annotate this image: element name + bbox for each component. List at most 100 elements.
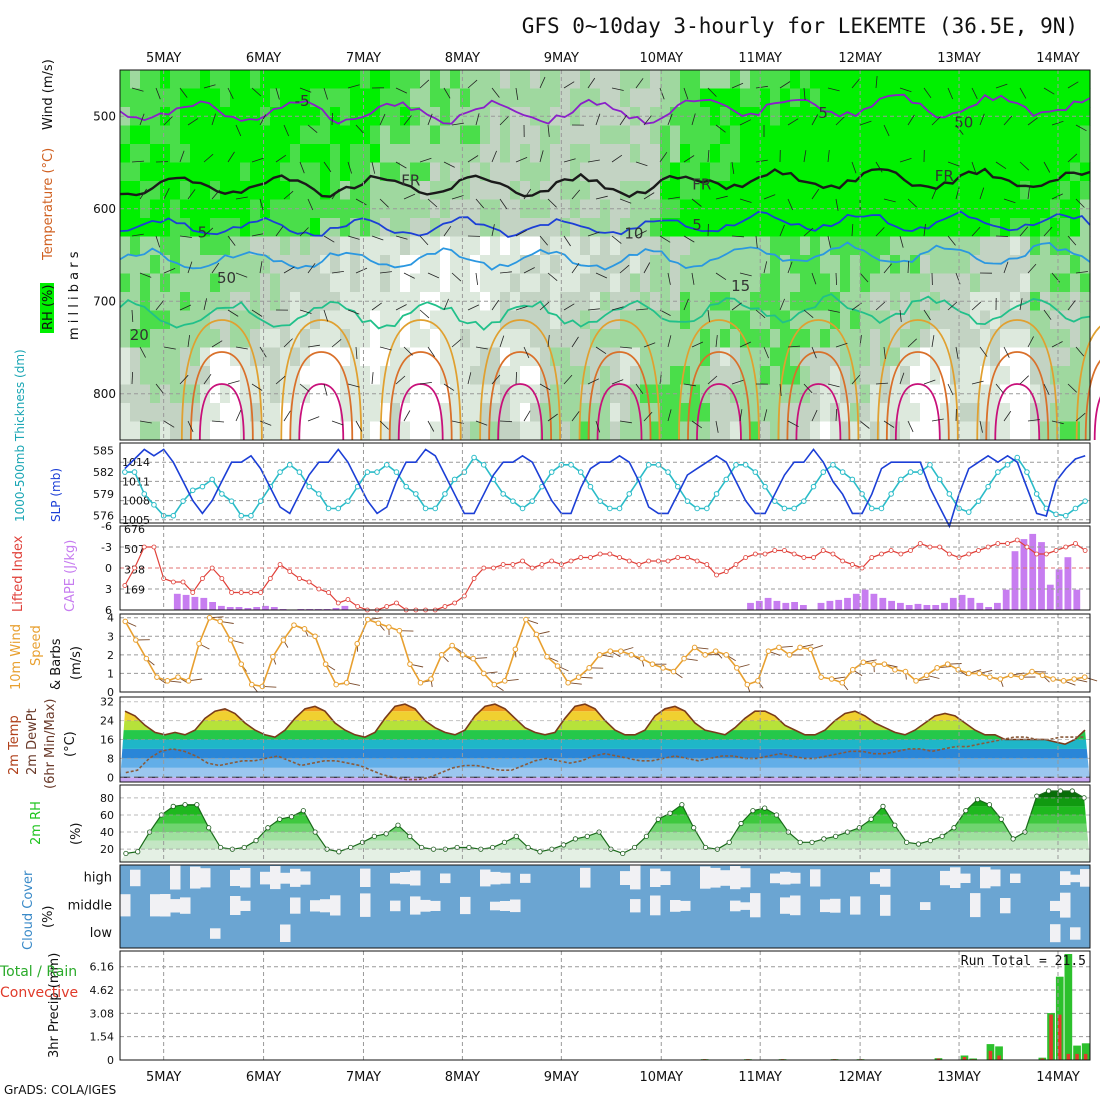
wind-speed-series-point — [523, 616, 529, 623]
temp-color-band — [120, 777, 1090, 782]
rh-cell — [500, 310, 511, 330]
rh-cell — [780, 329, 791, 349]
rh-cell — [1050, 329, 1061, 349]
rh-cell — [660, 292, 671, 312]
rh-point — [206, 825, 212, 831]
wind-barb — [1043, 161, 1051, 173]
rh-cell — [940, 144, 951, 164]
rh-cell — [120, 70, 131, 90]
lifted-index-point — [316, 586, 322, 592]
rh-cell — [360, 273, 371, 293]
rh-cell — [650, 403, 661, 423]
rh-cell — [730, 125, 741, 145]
rh-cell — [830, 421, 841, 441]
rh-point — [679, 802, 685, 808]
rh-cell — [1030, 403, 1041, 423]
rh-cell — [900, 403, 911, 423]
rh-cell — [690, 329, 701, 349]
rh-cell — [860, 88, 871, 108]
rh-cell — [670, 421, 681, 441]
thickness-tick-label: 579 — [93, 488, 114, 501]
rh-cell — [480, 347, 491, 367]
rh-cell — [500, 181, 511, 201]
rh-cell — [1010, 255, 1021, 275]
rh-cell — [1050, 292, 1061, 312]
top-date-label: 14MAY — [1036, 51, 1080, 66]
lifted-index-point — [685, 555, 690, 560]
pressure-tick-label: 800 — [93, 387, 116, 401]
rh-cell — [810, 366, 821, 386]
wind-barb — [419, 235, 429, 246]
rh-cell — [750, 70, 761, 90]
rh-point — [750, 808, 756, 814]
rh-cell — [130, 125, 141, 145]
wind-speed-series-point — [723, 652, 730, 658]
wind-barb — [787, 420, 799, 428]
wind-barb — [835, 116, 845, 126]
rh-cell — [510, 125, 521, 145]
temperature-arch — [189, 351, 254, 441]
rh-cell — [540, 421, 551, 441]
rh-cell — [190, 162, 201, 182]
rh-cell — [730, 70, 741, 90]
rh-cell — [240, 347, 251, 367]
thickness-series-point — [694, 505, 700, 512]
rh-cell — [940, 273, 951, 293]
wind-barb — [211, 340, 223, 348]
wind-barb — [643, 192, 655, 200]
rh-axis-label: RH (%) — [41, 285, 56, 330]
rh-cell — [250, 218, 261, 238]
wind-barb — [667, 196, 680, 200]
isotherm-5 — [119, 210, 1091, 238]
temperature-arch — [379, 319, 462, 441]
rh-cell — [1030, 218, 1041, 238]
rh-cell — [370, 347, 381, 367]
precip-convective-bar — [1066, 1053, 1071, 1060]
rh-cell — [370, 329, 381, 349]
thickness-series-point — [209, 476, 215, 483]
rh-cell — [370, 255, 381, 275]
cloud-clear-cell — [710, 867, 721, 888]
cloud-clear-cell — [330, 895, 341, 916]
rh-cell — [390, 70, 401, 90]
rh-cell — [910, 255, 921, 275]
wind-barb — [1019, 298, 1023, 311]
cloud-clear-cell — [730, 866, 741, 890]
wind-barb — [931, 335, 935, 348]
cloud-clear-cell — [780, 897, 791, 914]
precip-tick-label: 0 — [107, 1054, 114, 1067]
wind-speed-series-point — [1081, 674, 1088, 680]
rh-tick-label: 20 — [100, 843, 114, 856]
lifted-index-point — [927, 544, 933, 550]
rh-cell — [240, 218, 251, 238]
rh-cell — [1080, 144, 1091, 164]
isotherm-label: 5 — [818, 104, 828, 122]
rh-cell — [640, 366, 651, 386]
rh-cell — [640, 70, 651, 90]
rh-cell — [280, 70, 291, 90]
thickness-series-point — [180, 498, 186, 504]
wind-barb — [739, 198, 752, 203]
rh-point — [584, 833, 590, 839]
rh-cell — [900, 181, 911, 201]
wind-speed-series-point — [333, 681, 339, 688]
temperature-arch — [795, 383, 842, 441]
rh-cell — [1080, 403, 1091, 423]
rh-cell — [490, 125, 501, 145]
wind-barb — [587, 77, 596, 89]
rh-cell — [350, 199, 361, 219]
cape-bar — [235, 607, 243, 610]
lifted-index-point — [617, 555, 622, 560]
rh-cell — [150, 70, 161, 90]
rh-point — [939, 833, 945, 839]
temperature-arch — [885, 351, 950, 441]
rh-cell — [740, 181, 751, 201]
rh-cell — [450, 384, 461, 404]
wind10-unit-label: (m/s) — [69, 646, 84, 680]
rh-cell — [1030, 88, 1041, 108]
rh-cell — [890, 144, 901, 164]
rh-cell — [130, 310, 141, 330]
cloud-clear-cell — [500, 901, 511, 911]
rh-cell — [390, 255, 401, 275]
wind-barb — [731, 302, 742, 311]
